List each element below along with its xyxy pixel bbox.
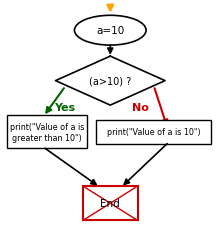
Text: End: End <box>100 198 120 208</box>
Bar <box>83 186 138 220</box>
Polygon shape <box>56 57 165 106</box>
Ellipse shape <box>74 16 146 46</box>
Text: No: No <box>132 103 149 112</box>
Text: print("Value of a is
greater than 10"): print("Value of a is greater than 10") <box>10 122 84 142</box>
Bar <box>95 120 211 144</box>
Text: (a>10) ?: (a>10) ? <box>89 76 132 86</box>
Bar <box>7 116 87 149</box>
Text: a=10: a=10 <box>96 26 124 36</box>
Text: print("Value of a is 10"): print("Value of a is 10") <box>107 128 200 137</box>
Text: Yes: Yes <box>54 103 76 112</box>
